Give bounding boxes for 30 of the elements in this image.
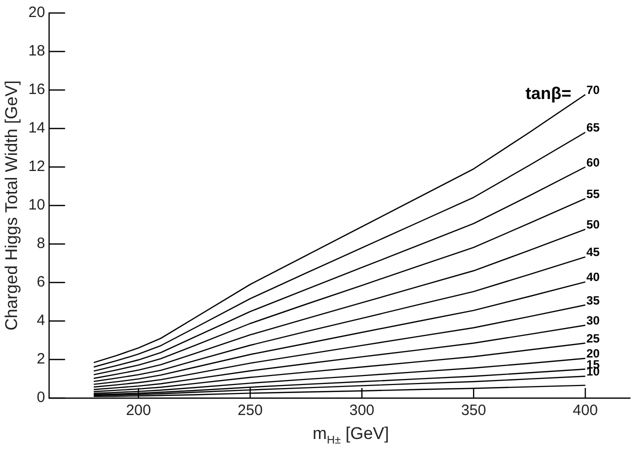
y-tick-label: 16 (28, 81, 46, 98)
x-tick-label: 200 (126, 402, 151, 420)
y-tick-label: 14 (28, 120, 46, 137)
y-tick-label: 8 (36, 235, 46, 252)
legend-title: tanβ= (526, 84, 572, 103)
y-tick-label: 20 (28, 4, 46, 22)
x-tick-label: 300 (349, 402, 374, 420)
series-label: 60 (586, 155, 600, 170)
x-axis-title: m$_{H±}$ [GeV] (312, 424, 389, 446)
series-label: 55 (586, 186, 600, 201)
series-label: 70 (586, 82, 600, 97)
y-tick-label: 6 (36, 274, 46, 291)
series-label: 40 (586, 270, 600, 284)
series-label: 25 (586, 331, 600, 346)
series-label: 35 (586, 293, 600, 308)
y-axis-title: Charged Higgs Total Width [GeV] (2, 80, 21, 331)
y-tick-label: 18 (28, 42, 46, 60)
y-tick-label: 10 (28, 196, 46, 214)
series-label: 50 (586, 218, 600, 232)
series-label: 20 (586, 346, 600, 361)
y-tick-label: 0 (36, 389, 46, 406)
x-tick-label: 250 (238, 402, 263, 420)
series-label: 45 (586, 245, 600, 260)
x-tick-label: 350 (461, 402, 486, 420)
x-tick-label: 400 (572, 402, 598, 420)
y-tick-label: 4 (36, 312, 46, 330)
series-label: 30 (586, 314, 600, 328)
series-label: 65 (586, 120, 600, 135)
y-tick-label: 12 (28, 158, 46, 176)
y-tick-label: 2 (36, 350, 46, 368)
